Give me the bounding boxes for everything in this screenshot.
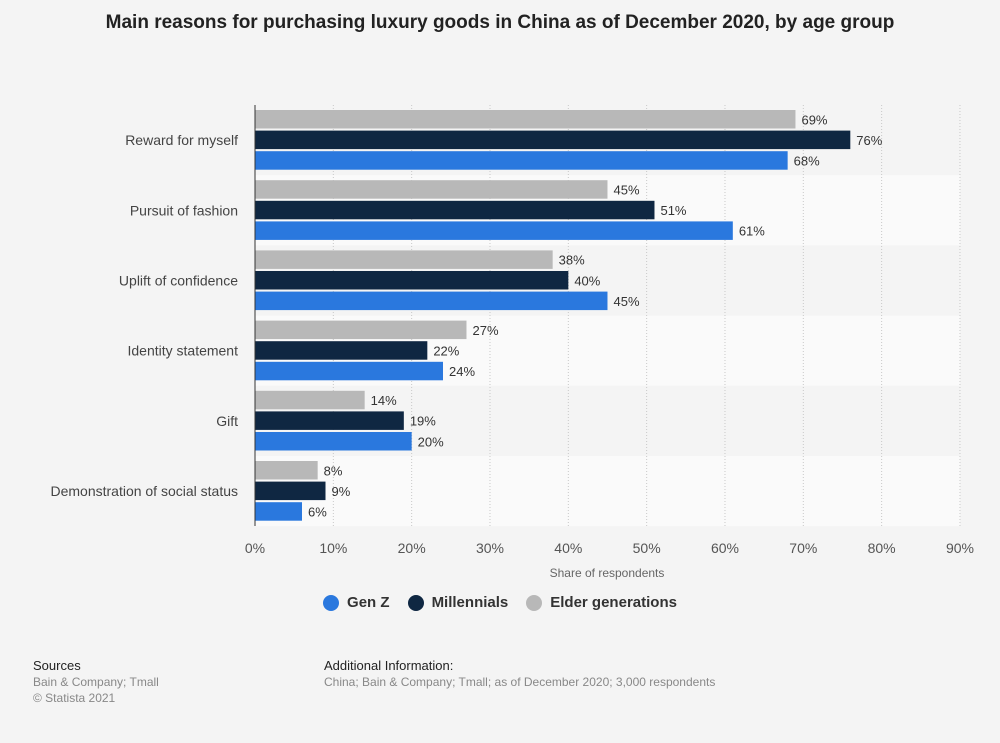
bar[interactable] bbox=[255, 250, 553, 269]
category-label: Pursuit of fashion bbox=[130, 202, 238, 218]
category-label: Demonstration of social status bbox=[50, 483, 238, 499]
data-label: 22% bbox=[433, 343, 459, 358]
data-label: 51% bbox=[660, 203, 686, 218]
bar[interactable] bbox=[255, 361, 443, 381]
row-band bbox=[255, 456, 960, 527]
data-label: 6% bbox=[308, 504, 327, 519]
bar-chart: 69% 76% 68% 45% 51% 61% 38% 40% 45% 27% 22% 24% 14% 1… bbox=[50, 105, 974, 580]
bar[interactable] bbox=[255, 291, 608, 311]
bar[interactable] bbox=[255, 502, 302, 521]
data-label: 8% bbox=[324, 463, 343, 478]
x-tick-label: 70% bbox=[789, 540, 817, 556]
data-label: 24% bbox=[449, 364, 475, 379]
x-tick-label: 90% bbox=[946, 540, 974, 556]
x-tick-label: 10% bbox=[319, 540, 347, 556]
x-tick-label: 30% bbox=[476, 540, 504, 556]
data-label: 69% bbox=[801, 112, 827, 127]
x-tick-label: 60% bbox=[711, 540, 739, 556]
bar[interactable] bbox=[255, 221, 733, 240]
data-label: 61% bbox=[739, 224, 765, 239]
data-label: 14% bbox=[371, 393, 397, 408]
data-label: 20% bbox=[418, 434, 444, 449]
additional-info-heading: Additional Information: bbox=[324, 658, 454, 673]
category-labels: Reward for myself Pursuit of fashion Uplif… bbox=[50, 132, 238, 499]
bar[interactable] bbox=[255, 130, 851, 150]
legend-dot-icon bbox=[407, 594, 424, 611]
sources-line-2: © Statista 2021 bbox=[33, 691, 116, 705]
x-tick-label: 0% bbox=[245, 540, 265, 556]
bar[interactable] bbox=[255, 271, 569, 290]
legend-dot-icon bbox=[526, 594, 543, 611]
legend-item[interactable]: Gen Z bbox=[323, 594, 390, 611]
bar[interactable] bbox=[255, 110, 796, 129]
category-label: Gift bbox=[216, 413, 238, 429]
x-tick-label: 20% bbox=[398, 540, 426, 556]
bar[interactable] bbox=[255, 320, 467, 340]
legend-label: Gen Z bbox=[347, 594, 390, 611]
sources-line-1: Bain & Company; Tmall bbox=[33, 675, 159, 689]
data-label: 27% bbox=[472, 323, 498, 338]
additional-info-text: China; Bain & Company; Tmall; as of Dece… bbox=[324, 675, 716, 689]
data-label: 40% bbox=[574, 273, 600, 288]
data-label: 45% bbox=[613, 294, 639, 309]
bar[interactable] bbox=[255, 432, 412, 451]
data-label: 19% bbox=[410, 414, 436, 429]
sources-block: Sources Bain & Company; Tmall © Statista… bbox=[33, 658, 159, 706]
bar[interactable] bbox=[255, 461, 318, 480]
x-tick-label: 50% bbox=[633, 540, 661, 556]
bar[interactable] bbox=[255, 481, 326, 501]
grid-lines bbox=[332, 105, 961, 527]
legend-dot-icon bbox=[323, 594, 340, 611]
data-label: 9% bbox=[331, 484, 350, 499]
bar[interactable] bbox=[255, 200, 655, 220]
bar[interactable] bbox=[255, 390, 365, 410]
data-label: 68% bbox=[794, 153, 820, 168]
x-tick-label: 40% bbox=[554, 540, 582, 556]
bar[interactable] bbox=[255, 411, 404, 430]
bars: 69% 76% 68% 45% 51% 61% 38% 40% 45% 27% 22% 24% 14% 1… bbox=[255, 110, 883, 521]
legend-item[interactable]: Elder generations bbox=[526, 594, 677, 611]
bar[interactable] bbox=[255, 180, 608, 199]
additional-info-block: Additional Information: China; Bain & Co… bbox=[324, 658, 715, 690]
data-label: 38% bbox=[559, 253, 585, 268]
legend-label: Millennials bbox=[431, 594, 509, 611]
category-label: Uplift of confidence bbox=[119, 273, 238, 289]
x-axis-ticks: 0% 10% 20% 30% 40% 50% 60% 70% 80% 90% bbox=[245, 540, 974, 556]
data-label: 45% bbox=[613, 182, 639, 197]
bar[interactable] bbox=[255, 341, 428, 360]
bar[interactable] bbox=[255, 151, 788, 170]
legend-item[interactable]: Millennials bbox=[407, 594, 509, 611]
legend-label: Elder generations bbox=[550, 594, 677, 611]
x-axis-label: Share of respondents bbox=[550, 566, 665, 580]
sources-heading: Sources bbox=[33, 658, 81, 673]
x-tick-label: 80% bbox=[868, 540, 896, 556]
category-label: Identity statement bbox=[127, 343, 238, 359]
data-label: 76% bbox=[856, 133, 882, 148]
legend: Gen Z Millennials Elder generations bbox=[0, 594, 1000, 611]
chart-title: Main reasons for purchasing luxury goods… bbox=[105, 12, 895, 33]
category-label: Reward for myself bbox=[125, 132, 238, 148]
